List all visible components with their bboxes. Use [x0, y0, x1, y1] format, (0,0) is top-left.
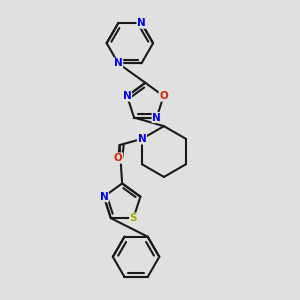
Text: O: O [159, 91, 168, 101]
Text: N: N [138, 134, 146, 144]
Text: S: S [130, 213, 137, 223]
Text: O: O [114, 153, 122, 163]
Text: N: N [114, 58, 123, 68]
Text: N: N [123, 91, 131, 101]
Text: N: N [152, 112, 161, 122]
Text: N: N [137, 18, 146, 28]
Text: N: N [100, 192, 108, 202]
